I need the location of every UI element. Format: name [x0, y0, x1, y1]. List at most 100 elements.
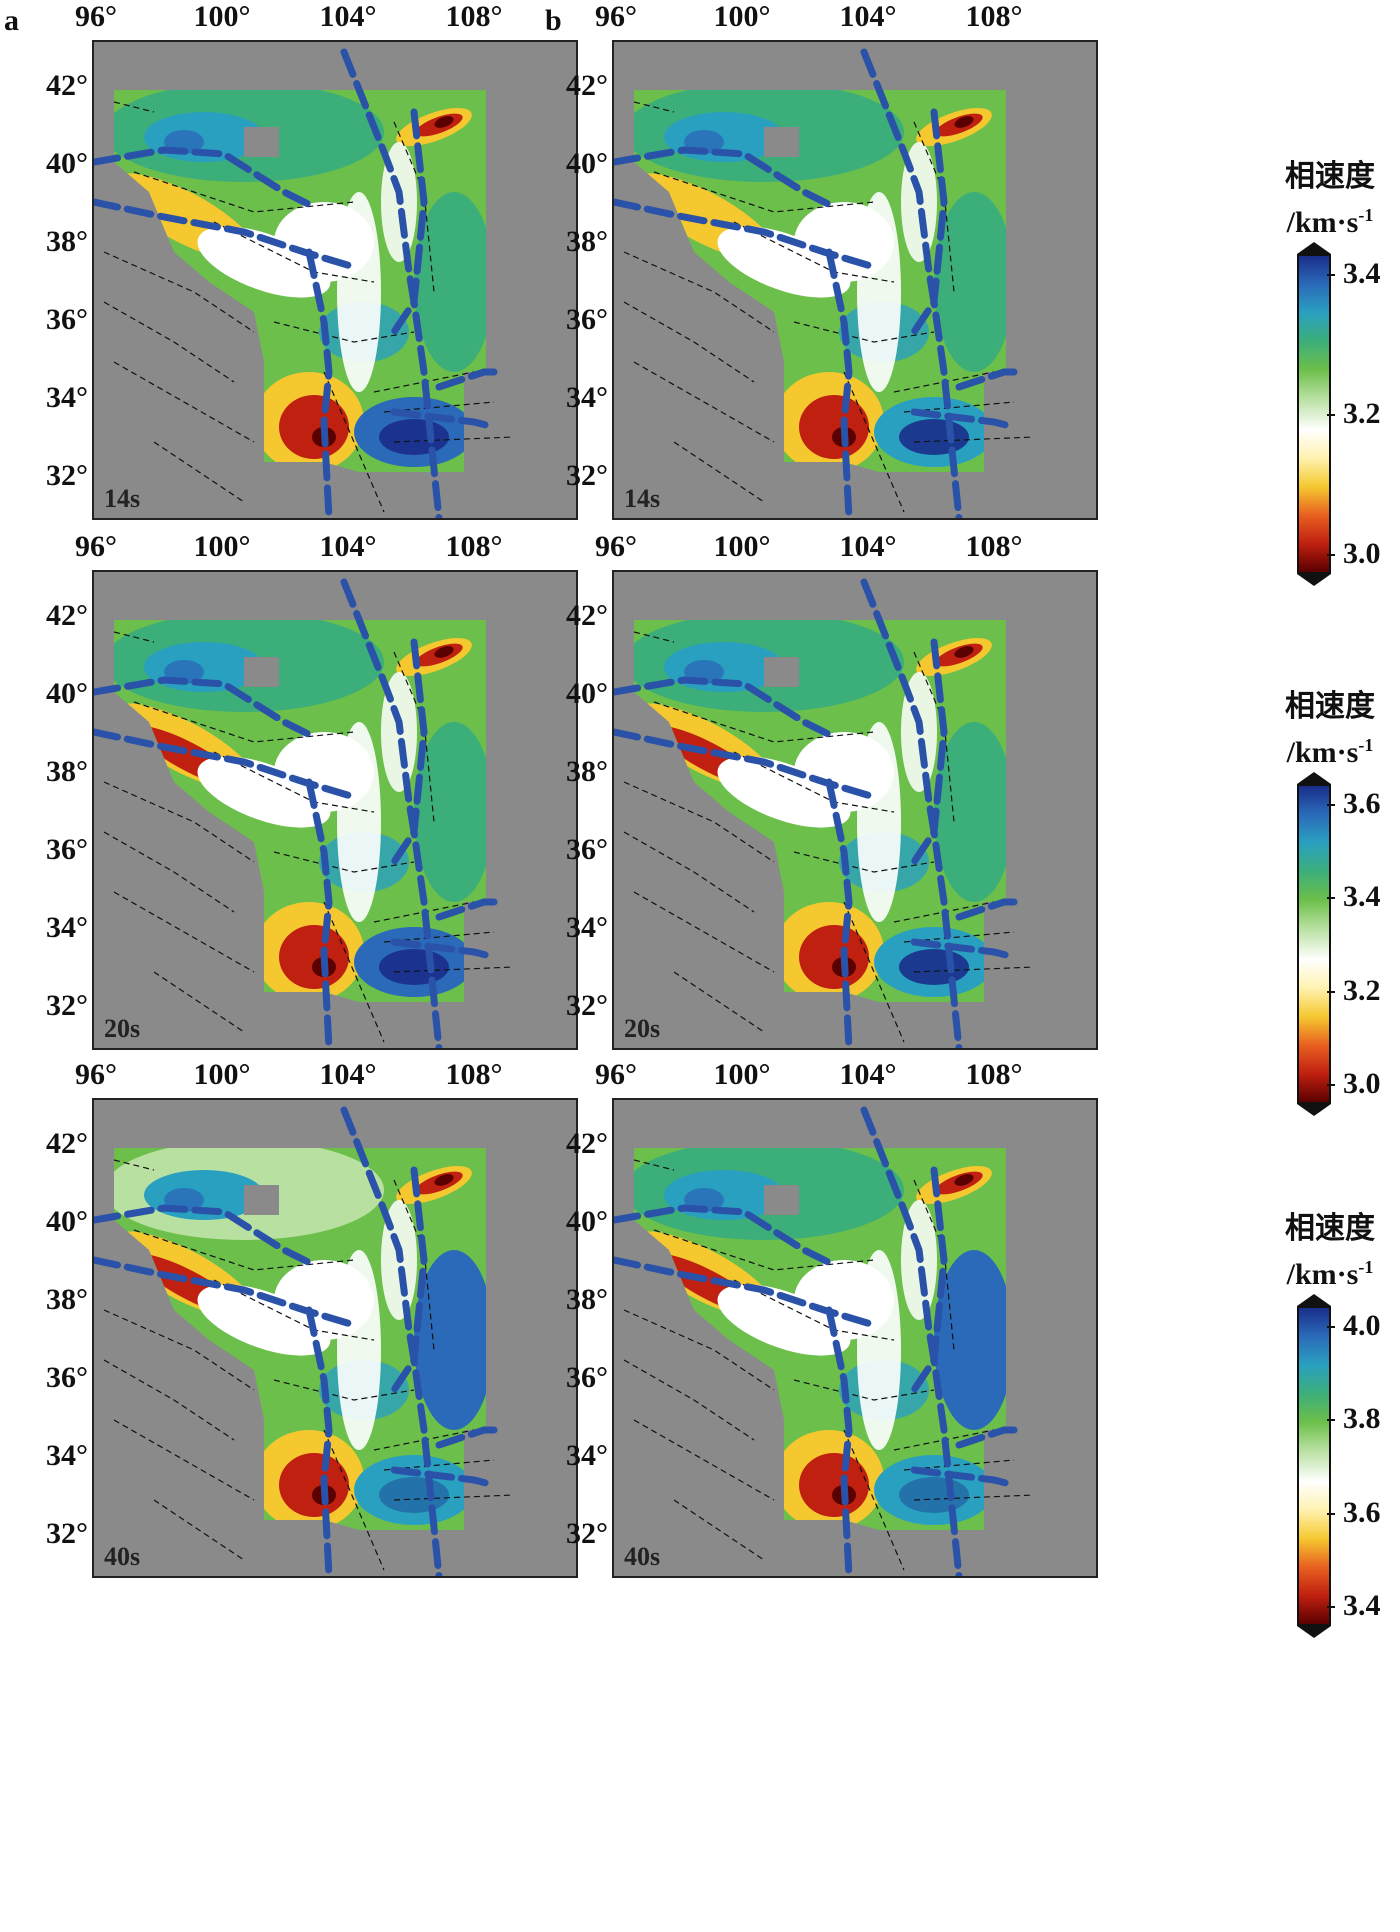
fault-line: [623, 251, 775, 333]
fault-line: [633, 1159, 675, 1171]
latitude-tick-label: 34°: [46, 1439, 88, 1472]
block-boundary: [930, 1166, 963, 1576]
velocity-map: 40s: [612, 1098, 1098, 1578]
colorbar-tick-mark: [1327, 414, 1335, 416]
block-boundary: [614, 146, 838, 211]
velocity-anomaly: [337, 722, 381, 922]
fault-line: [103, 831, 235, 913]
block-boundary: [94, 728, 358, 801]
velocity-anomaly: [197, 226, 331, 298]
latitude-tick-label: 40°: [46, 1205, 88, 1238]
fault-line: [273, 851, 415, 873]
fault-line: [133, 1229, 355, 1271]
velocity-anomaly: [717, 226, 851, 298]
fault-line: [103, 781, 255, 863]
velocity-anomaly: [954, 1174, 974, 1186]
colorbar-tick-label: 3.2: [1343, 973, 1381, 1007]
latitude-tick-label: 36°: [46, 833, 88, 866]
fault-line: [633, 891, 775, 973]
fault-line: [623, 1309, 775, 1391]
latitude-tick-label: 32°: [46, 1517, 88, 1550]
longitude-tick-label: 108°: [445, 530, 503, 563]
fault-line: [653, 171, 875, 213]
velocity-anomaly: [337, 1250, 381, 1450]
longitude-tick-label: 108°: [965, 1058, 1023, 1091]
fault-line: [633, 1419, 775, 1501]
latitude-tick-label: 36°: [46, 303, 88, 336]
block-boundary: [410, 638, 443, 1048]
fault-line: [673, 971, 765, 1033]
fault-line: [913, 1179, 955, 1351]
block-boundary: [825, 778, 853, 1048]
latitude-tick-label: 40°: [566, 1205, 608, 1238]
period-label: 40s: [620, 1542, 665, 1572]
latitude-tick-label: 40°: [566, 147, 608, 180]
fault-line: [323, 901, 385, 1043]
period-label: 20s: [100, 1014, 145, 1044]
latitude-tick-label: 38°: [46, 755, 88, 788]
longitude-tick-label: 108°: [445, 0, 503, 33]
latitude-tick-label: 32°: [46, 459, 88, 492]
velocity-anomaly: [717, 756, 851, 828]
fault-line: [633, 361, 775, 443]
column-label-b: b: [545, 4, 562, 37]
block-boundary: [860, 1106, 938, 1394]
block-boundary: [435, 898, 498, 921]
block-boundary: [305, 248, 333, 518]
fault-line: [103, 1359, 235, 1441]
latitude-tick-label: 40°: [46, 677, 88, 710]
longitude-tick-label: 96°: [75, 530, 117, 563]
fault-line: [913, 436, 1035, 443]
latitude-tick-label: 42°: [566, 599, 608, 632]
fault-line: [273, 321, 415, 343]
fault-line: [113, 891, 255, 973]
block-boundary: [825, 1306, 853, 1576]
colorbar-tick-label: 3.0: [1343, 537, 1381, 570]
colorbar-tick-mark: [1327, 274, 1335, 276]
block-boundary: [94, 1204, 318, 1269]
colorbar-gradient: [1297, 254, 1331, 574]
colorbar-tick-label: 3.6: [1343, 787, 1381, 820]
latitude-tick-label: 38°: [566, 225, 608, 258]
colorbar-tick-mark: [1327, 1084, 1335, 1086]
colorbar-title: 相速度: [1285, 1212, 1375, 1245]
longitude-tick-label: 96°: [75, 1058, 117, 1091]
fault-line: [623, 301, 755, 383]
block-boundary: [390, 938, 498, 961]
fault-line: [113, 631, 155, 643]
map-panel: 96° 100° 104° 108° 42° 40° 38° 36° 34° 32° 20s: [46, 530, 578, 1050]
fault-line: [113, 1159, 155, 1171]
fault-line: [623, 1359, 755, 1441]
block-boundary: [435, 1426, 498, 1449]
longitude-tick-label: 104°: [839, 0, 897, 33]
colorbar-tick-label: 3.4: [1343, 257, 1381, 290]
velocity-anomaly: [857, 722, 901, 922]
block-boundary: [910, 408, 1018, 431]
velocity-anomaly: [414, 1250, 486, 1430]
fault-line: [113, 101, 155, 113]
velocity-anomaly: [354, 1455, 474, 1525]
fault-line: [793, 1379, 935, 1401]
block-boundary: [910, 938, 1018, 961]
fault-line: [843, 1429, 905, 1571]
block-boundary: [94, 1256, 358, 1329]
colorbar-tick-mark: [1327, 1326, 1335, 1328]
block-boundary: [955, 1426, 1018, 1449]
fault-line: [103, 251, 255, 333]
colorbar-unit: /km·s-1: [1286, 1257, 1374, 1291]
colorbar-gradient: [1297, 1306, 1331, 1626]
velocity-anomaly: [337, 192, 381, 392]
fault-line: [913, 121, 955, 293]
velocity-anomaly: [934, 722, 1006, 902]
colorbar-gradient: [1297, 784, 1331, 1104]
fault-line: [383, 1459, 495, 1471]
block-boundary: [955, 368, 1018, 391]
longitude-tick-label: 96°: [75, 0, 117, 33]
velocity-anomaly: [414, 192, 486, 372]
fault-line: [793, 851, 935, 873]
latitude-tick-label: 42°: [46, 69, 88, 102]
colorbar-tick-mark: [1327, 1606, 1335, 1608]
block-boundary: [614, 198, 878, 271]
colorbar-max-arrow: [1297, 242, 1331, 254]
latitude-tick-label: 32°: [46, 989, 88, 1022]
